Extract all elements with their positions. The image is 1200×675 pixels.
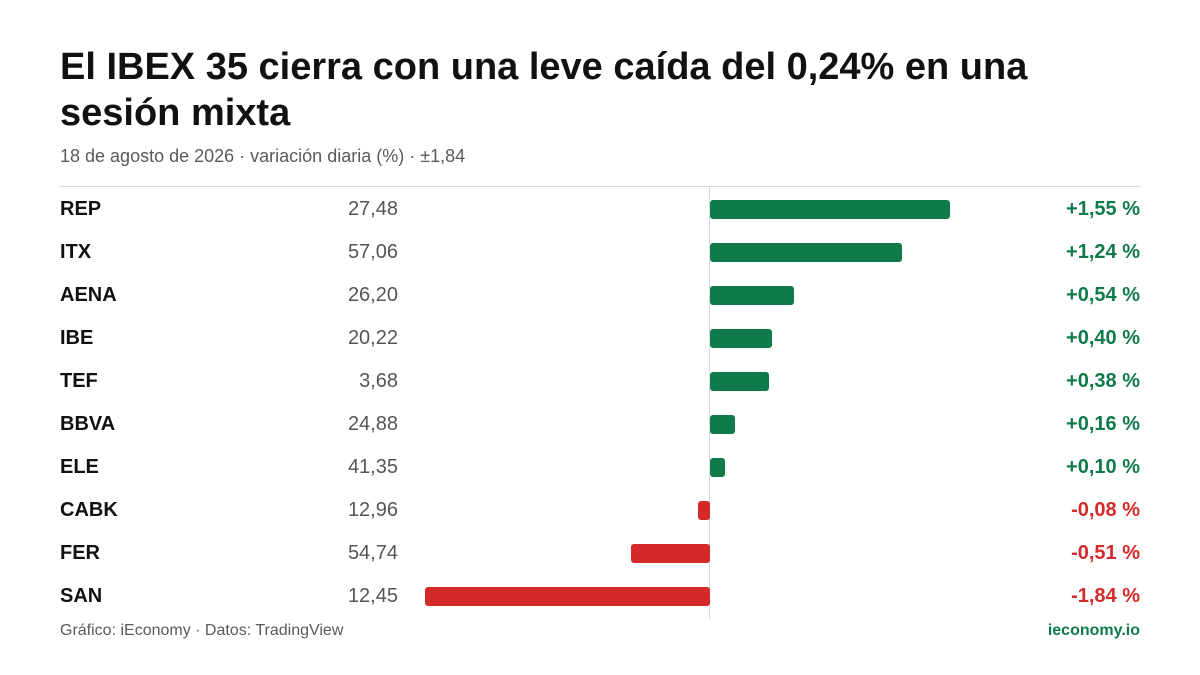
bar-mark — [710, 458, 726, 477]
chart-row: IBE 20,22 +0,40 % — [60, 317, 1140, 360]
zero-axis-line — [709, 187, 710, 619]
ticker-label: ITX — [60, 241, 92, 263]
chart-row: ELE 41,35 +0,10 % — [60, 446, 1140, 489]
bar-mark — [710, 243, 903, 262]
change-value-label: +0,40 % — [1066, 327, 1140, 349]
price-value: 27,48 — [347, 198, 398, 220]
chart-row: CABK 12,96 -0,08 % — [60, 489, 1140, 532]
price-value: 41,35 — [347, 456, 398, 478]
footer-brand[interactable]: ieconomy.io — [1047, 622, 1140, 639]
bar-mark — [631, 544, 710, 563]
change-value-label: +1,55 % — [1066, 198, 1140, 220]
chart-row: REP 27,48 +1,55 % — [60, 188, 1140, 231]
chart-row: AENA 26,20 +0,54 % — [60, 274, 1140, 317]
price-value: 57,06 — [347, 241, 398, 263]
change-value-label: +0,38 % — [1066, 370, 1140, 392]
ticker-label: ELE — [60, 456, 99, 478]
price-value: 12,45 — [347, 585, 398, 607]
chart-subtitle: 18 de agosto de 2026 · variación diaria … — [60, 146, 466, 166]
footer-credit: Gráfico: iEconomy · Datos: TradingView — [60, 622, 344, 639]
ticker-label: TEF — [60, 370, 98, 392]
change-value-label: +0,54 % — [1066, 284, 1140, 306]
ticker-label: AENA — [60, 284, 117, 306]
ticker-label: FER — [60, 542, 100, 564]
price-value: 26,20 — [347, 284, 398, 306]
change-value-label: +0,16 % — [1066, 413, 1140, 435]
price-value: 24,88 — [347, 413, 398, 435]
ticker-label: SAN — [60, 585, 103, 607]
change-value-label: +0,10 % — [1066, 456, 1140, 478]
bar-mark — [710, 329, 772, 348]
chart-row: SAN 12,45 -1,84 % — [60, 575, 1140, 618]
bar-mark — [710, 415, 735, 434]
change-value-label: -1,84 % — [1071, 585, 1140, 607]
change-value-label: +1,24 % — [1066, 241, 1140, 263]
ticker-label: REP — [60, 198, 102, 220]
ticker-label: CABK — [60, 499, 118, 521]
ticker-label: IBE — [60, 327, 94, 349]
header-divider — [60, 186, 1140, 187]
chart-row: BBVA 24,88 +0,16 % — [60, 403, 1140, 446]
price-value: 54,74 — [347, 542, 398, 564]
change-value-label: -0,08 % — [1071, 499, 1140, 521]
chart-row: TEF 3,68 +0,38 % — [60, 360, 1140, 403]
chart-title: El IBEX 35 cierra con una leve caída del… — [60, 46, 1028, 134]
price-value: 20,22 — [347, 327, 398, 349]
bar-mark — [697, 501, 710, 520]
change-value-label: -0,51 % — [1071, 542, 1140, 564]
chart-row: ITX 57,06 +1,24 % — [60, 231, 1140, 274]
chart-row: FER 54,74 -0,51 % — [60, 532, 1140, 575]
bar-mark — [425, 587, 710, 606]
bar-mark — [710, 286, 794, 305]
price-value: 12,96 — [347, 499, 398, 521]
bar-mark — [710, 372, 769, 391]
bar-mark — [710, 200, 951, 219]
price-value: 3,68 — [359, 370, 398, 392]
ticker-label: BBVA — [60, 413, 116, 435]
